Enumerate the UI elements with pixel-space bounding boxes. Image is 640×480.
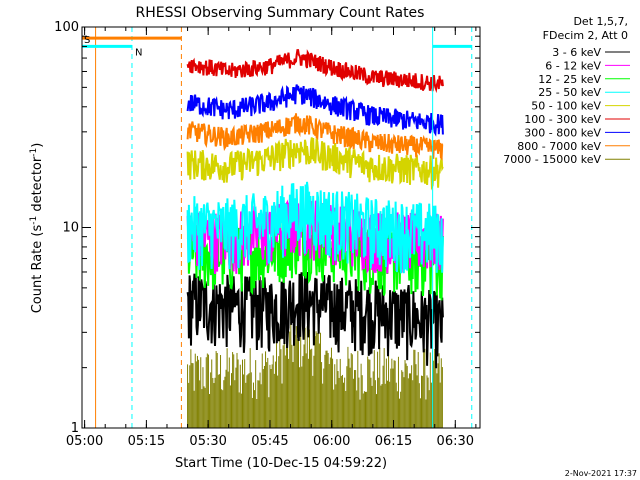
y-tick-label: 10 (62, 221, 79, 236)
x-tick-label: 05:15 (128, 434, 165, 449)
series-trace (186, 271, 444, 369)
legend-label: 300 - 800 keV (524, 126, 601, 139)
chart-title: RHESSI Observing Summary Count Rates (136, 5, 425, 21)
series-line (186, 137, 444, 191)
y-tick-label: 1 (71, 421, 79, 436)
x-tick-label: 05:45 (251, 434, 288, 449)
x-tick-label: 06:30 (437, 434, 474, 449)
y-axis-label-exponent: -1 (29, 216, 39, 225)
obs-flag-label: S (84, 35, 90, 46)
legend-label: 6 - 12 keV (545, 59, 601, 72)
x-tick-label: 05:30 (189, 434, 226, 449)
x-tick-label: 06:15 (375, 434, 412, 449)
footer-date: 2-Nov-2021 17:37 (565, 469, 637, 478)
series-trace (186, 113, 444, 161)
x-tick-label: 06:00 (313, 434, 350, 449)
series-trace (187, 321, 443, 428)
x-tick-label: 05:00 (66, 434, 103, 449)
y-axis-label-main: Count Rate (s (30, 225, 45, 314)
y-tick-label: 100 (54, 20, 79, 35)
y-axis-label-exponent-2: -1 (29, 148, 39, 157)
y-axis-label-close: ) (30, 143, 45, 148)
legend-label: 7000 - 15000 keV (503, 153, 601, 166)
series-line (186, 271, 444, 369)
legend-header-1: Det 1,5,7, (573, 15, 628, 28)
legend-header-2: FDecim 2, Att 0 (543, 29, 628, 42)
x-axis-label: Start Time (10-Dec-15 04:59:22) (175, 456, 387, 471)
obs-flag-label: N (135, 47, 142, 58)
series-trace (186, 181, 444, 274)
legend-label: 50 - 100 keV (531, 100, 601, 113)
series-line (186, 49, 444, 94)
series-line (186, 84, 444, 137)
series-trace (186, 137, 444, 191)
series-trace (186, 84, 444, 137)
y-axis-label: Count Rate (s-1 detector-1) (29, 143, 45, 314)
series-line (186, 181, 444, 274)
series-trace (186, 49, 444, 94)
y-axis-label-tail: detector (30, 156, 45, 216)
legend-label: 12 - 25 keV (538, 73, 601, 86)
data-traces (186, 49, 444, 428)
series-line (186, 113, 444, 161)
legend-label: 25 - 50 keV (538, 86, 601, 99)
legend-label: 800 - 7000 keV (517, 140, 601, 153)
axes: 05:00 05:15 05:30 05:45 06:00 06:15 06:30 1 10 10… (54, 20, 480, 449)
legend-label: 3 - 6 keV (552, 46, 601, 59)
legend-label: 100 - 300 keV (524, 113, 601, 126)
